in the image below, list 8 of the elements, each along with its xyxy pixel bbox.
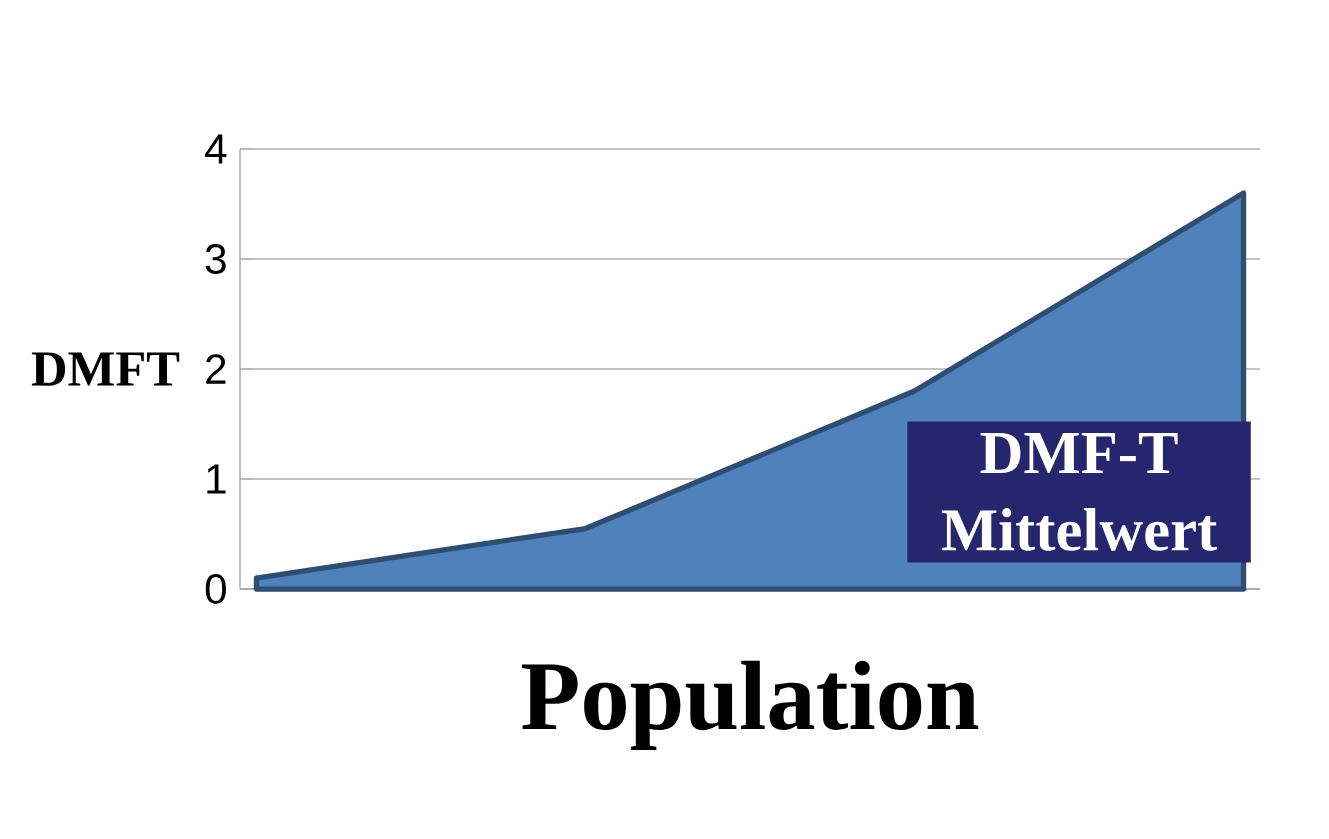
- y-axis-title: DMFT: [31, 352, 180, 386]
- series-label: DMF-T Mittelwert: [941, 433, 1218, 551]
- x-axis-title: Population: [522, 660, 979, 750]
- y-tick-label: 1: [207, 464, 226, 494]
- y-tick-label: 3: [205, 244, 226, 274]
- y-tick-label: 4: [205, 134, 227, 164]
- y-tick-label: 0: [205, 574, 226, 604]
- y-tick-label: 2: [206, 354, 226, 384]
